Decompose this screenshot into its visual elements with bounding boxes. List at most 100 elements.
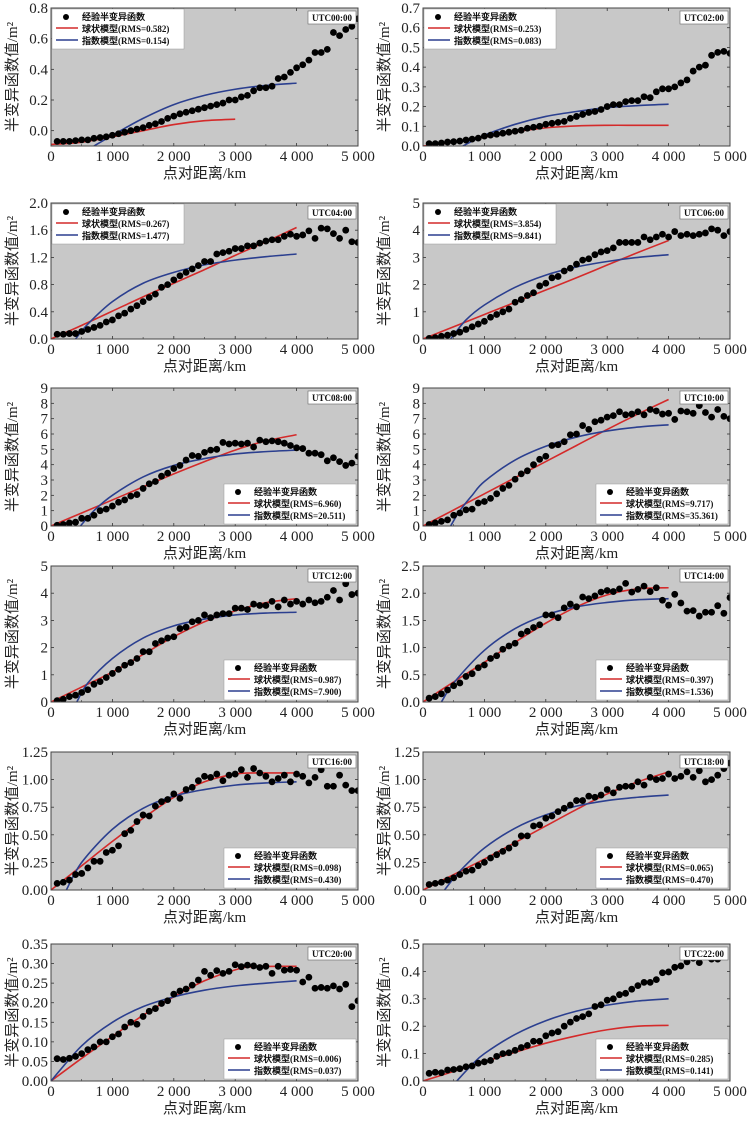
utc-label: UTC10:00: [684, 393, 724, 403]
y-axis-label: 半变异函数值/m²: [376, 578, 393, 689]
empirical-point: [293, 64, 300, 72]
empirical-point: [493, 311, 501, 318]
y-tick-label: 6: [413, 427, 421, 443]
plot-frame: [422, 565, 731, 703]
legend-entry: 经验半变异函数: [254, 1041, 318, 1052]
empirical-point: [640, 93, 648, 101]
y-tick-label: 0.3: [401, 992, 420, 1008]
empirical-point: [115, 498, 122, 506]
empirical-point: [622, 98, 630, 106]
empirical-point: [127, 127, 135, 135]
x-tick-label: 1 000: [468, 342, 502, 358]
empirical-point: [182, 456, 190, 464]
empirical-point: [536, 1037, 544, 1045]
empirical-point: [188, 452, 196, 459]
empirical-point: [207, 614, 215, 622]
empirical-point: [109, 316, 116, 324]
empirical-point: [336, 771, 343, 779]
x-tick-label: 2 000: [157, 149, 191, 165]
y-tick-label: 0.00: [394, 883, 420, 899]
empirical-point: [176, 110, 184, 118]
x-tick-label: 0: [419, 705, 427, 721]
empirical-point: [219, 969, 227, 977]
empirical-point: [139, 811, 147, 819]
x-tick-label: 1 000: [468, 149, 502, 165]
legend-entry: 经验半变异函数: [454, 206, 518, 217]
y-axis-label: 半变异函数值/m²: [4, 401, 21, 512]
y-tick-label: 0.3: [401, 80, 420, 96]
empirical-point: [450, 874, 458, 882]
empirical-point: [250, 962, 258, 970]
x-tick-label: 4 000: [280, 1084, 314, 1100]
legend-box: [223, 483, 357, 525]
empirical-point: [90, 680, 98, 688]
empirical-point: [237, 963, 245, 971]
empirical-point: [336, 458, 343, 465]
empirical-point: [250, 600, 258, 608]
empirical-point: [652, 776, 660, 783]
x-axis-label: 点对距离/km: [535, 358, 619, 375]
empirical-point: [646, 94, 654, 102]
empirical-point: [201, 258, 208, 265]
empirical-point: [487, 655, 494, 662]
empirical-point: [170, 112, 178, 120]
empirical-point: [579, 593, 587, 601]
empirical-point: [505, 844, 513, 852]
empirical-point: [523, 1041, 531, 1049]
y-axis-label: 半变异函数值/m²: [376, 215, 393, 326]
y-axis-label: 半变异函数值/m²: [376, 765, 393, 876]
empirical-point: [493, 851, 501, 859]
empirical-point: [274, 75, 282, 82]
empirical-point: [542, 120, 550, 128]
empirical-point: [517, 1044, 525, 1051]
legend-box: [595, 483, 729, 525]
legend-entry: 指数模型(RMS=9.841): [454, 230, 541, 241]
legend-entry: 指数模型(RMS=35.361): [626, 510, 718, 521]
empirical-point: [59, 878, 67, 886]
empirical-point: [176, 987, 184, 995]
y-tick-label: 0.75: [22, 800, 48, 816]
empirical-point: [66, 519, 73, 526]
empirical-point: [280, 73, 288, 81]
empirical-point: [548, 442, 556, 449]
x-tick-label: 4 000: [652, 1084, 686, 1100]
empirical-point: [354, 589, 358, 597]
empirical-point: [323, 984, 331, 992]
x-tick-label: 5 000: [341, 893, 375, 909]
empirical-point: [158, 283, 165, 291]
y-tick-label: 0.0: [401, 695, 420, 711]
empirical-point: [585, 595, 593, 603]
empirical-point: [151, 478, 159, 485]
legend-entry: 经验半变异函数: [626, 662, 690, 673]
x-axis-label: 点对距离/km: [163, 165, 247, 182]
legend-entry: 经验半变异函数: [254, 850, 318, 861]
chart-panel-utc20-00: 0 1 000 2 000 3 000 4 000 5 000 0.00 0.05 0.10 0.…: [4, 937, 375, 1117]
empirical-point: [499, 485, 507, 492]
empirical-point: [354, 239, 358, 246]
empirical-point: [354, 787, 358, 795]
x-axis-label: 点对距离/km: [535, 545, 619, 562]
utc-label: UTC22:00: [684, 949, 724, 959]
empirical-point: [139, 1013, 147, 1020]
empirical-point: [444, 1066, 451, 1074]
empirical-point: [659, 85, 666, 93]
empirical-point: [127, 305, 135, 313]
empirical-point: [536, 455, 544, 463]
empirical-point: [511, 1046, 519, 1054]
plot-frame: [50, 7, 359, 147]
plot-frame: [422, 202, 731, 340]
x-axis-label: 点对距离/km: [535, 721, 619, 738]
empirical-point: [78, 870, 86, 877]
empirical-point: [517, 296, 525, 303]
empirical-point: [213, 250, 221, 258]
x-tick-label: 3 000: [218, 1084, 252, 1100]
y-tick-label: 0.15: [22, 1015, 48, 1031]
empirical-point: [84, 686, 92, 694]
empirical-point: [677, 599, 685, 607]
empirical-point: [256, 602, 264, 609]
empirical-point: [274, 236, 282, 244]
y-tick-label: 0: [413, 332, 421, 348]
empirical-point: [145, 480, 153, 488]
empirical-point: [438, 139, 445, 146]
